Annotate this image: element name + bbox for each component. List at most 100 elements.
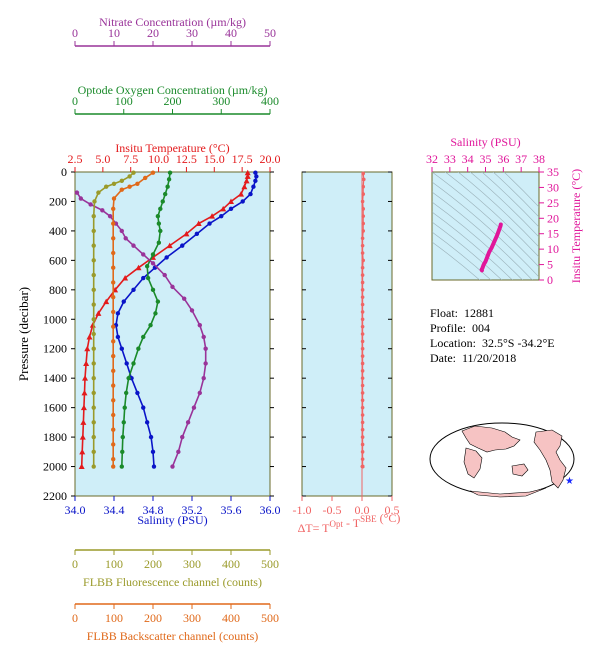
temperature-tick-label: 20.0 [260,152,281,166]
delta-t-x-axis-label: ΔT= TOpt - TSBE (°C) [298,511,401,535]
ts-x-tick-label: 38 [533,152,545,166]
delta-t-point [361,171,366,176]
temperature-tick-label: 10.0 [148,152,169,166]
fluorescence-point [91,434,96,440]
delta-t-point [360,450,365,454]
backscatter-point [111,206,116,212]
delta-t-point [362,177,366,182]
backscatter-point [111,280,116,285]
temperature-point [183,230,190,237]
nitrate-point [182,296,187,301]
delta-t-point [360,324,365,329]
oxygen-point [156,240,162,245]
y-axis-label: Pressure (decibar) [16,287,31,381]
ts-y-tick-label: 5 [547,258,553,272]
backscatter-point [111,427,116,432]
fluorescence-point [91,449,96,455]
y-tick-label: 800 [49,283,67,297]
ts-point [485,255,489,259]
y-tick-label: 400 [49,224,67,238]
oxygen-point [160,199,165,204]
fluorescence-point [91,405,96,410]
salinity-point [194,231,200,237]
info-location: Location: 32.5°S -34.2°E [430,336,555,351]
y-tick-label: 200 [49,194,67,208]
salinity-point [119,346,125,351]
salinity-point [240,199,245,204]
backscatter-point [111,324,116,329]
ts-point [492,239,497,244]
fluorescence-point [104,184,109,189]
backscatter-point [111,368,116,374]
float-value: 12881 [464,306,495,320]
delta-t-point [360,346,365,351]
backscatter-point [119,187,125,192]
backscatter-point [111,221,116,226]
ts-x-tick-label: 35 [480,152,492,166]
ts-point [495,233,499,237]
nitrate-point [185,420,191,425]
ts-y-tick-label: 15 [547,227,559,241]
delta-t-point [360,265,365,270]
temperature-point [84,345,91,352]
oxygen-point [155,213,161,219]
oxygen-tick-label: 100 [115,94,133,108]
delta-t-x-tick-label: 0.5 [385,503,400,517]
nitrate-point [141,252,146,257]
oxygen-point [141,334,146,340]
backscatter-point [111,412,116,418]
backscatter-tick-label: 300 [183,611,201,625]
delta-t-point [360,251,365,255]
temperature-point [103,298,110,305]
backscatter-point [111,353,116,359]
density-contour [503,172,539,208]
salinity-point [164,255,169,260]
temperature-tick-label: 12.5 [176,152,197,166]
temperature-tick-label: 2.5 [68,152,83,166]
temperature-point [166,242,173,249]
map-land-africa [463,447,483,479]
delta-t-series [360,171,366,496]
oxygen-tick-label: 300 [212,94,230,108]
fluorescence-point [127,174,132,179]
ts-y-tick-label: 10 [547,242,559,256]
backscatter-point [111,442,116,447]
salinity-point [180,243,185,248]
delta-t-point [360,288,365,292]
nitrate-point [203,346,208,351]
density-contour [444,172,539,258]
fluorescence-point [91,464,96,469]
nitrate-point [176,449,181,455]
nitrate-point [197,322,202,328]
y-tick-label: 1800 [43,430,67,444]
main-series [74,169,259,470]
main-plot-area [74,171,271,497]
salinity-point [207,221,212,226]
oxygen-point [120,449,125,455]
map-land-asia-europe [461,425,521,453]
oxygen-point [165,184,170,189]
nitrate-point [74,190,80,195]
salinity-tick-label: 34.8 [143,503,164,517]
temperature-point [135,264,142,271]
ts-point [483,259,488,264]
temperature-point [83,360,90,366]
temperature-point [195,220,202,227]
delta-t-point [360,339,365,344]
fluorescence-point [96,190,101,195]
fluorescence-tick-label: 500 [261,557,279,571]
delta-t-point [360,398,365,403]
nitrate-point [150,261,156,266]
backscatter-point [111,456,116,462]
date-label: Date: [430,351,456,365]
nitrate-tick-label: 40 [225,26,237,40]
salinity-point [141,275,146,281]
oxygen-point [136,346,141,351]
temperature-point [228,198,234,204]
delta-t-label-part: - T [343,516,361,530]
density-contour [432,241,481,280]
oxygen-point [167,170,173,175]
backscatter-point [143,175,148,181]
info-date: Date: 11/20/2018 [430,351,516,366]
